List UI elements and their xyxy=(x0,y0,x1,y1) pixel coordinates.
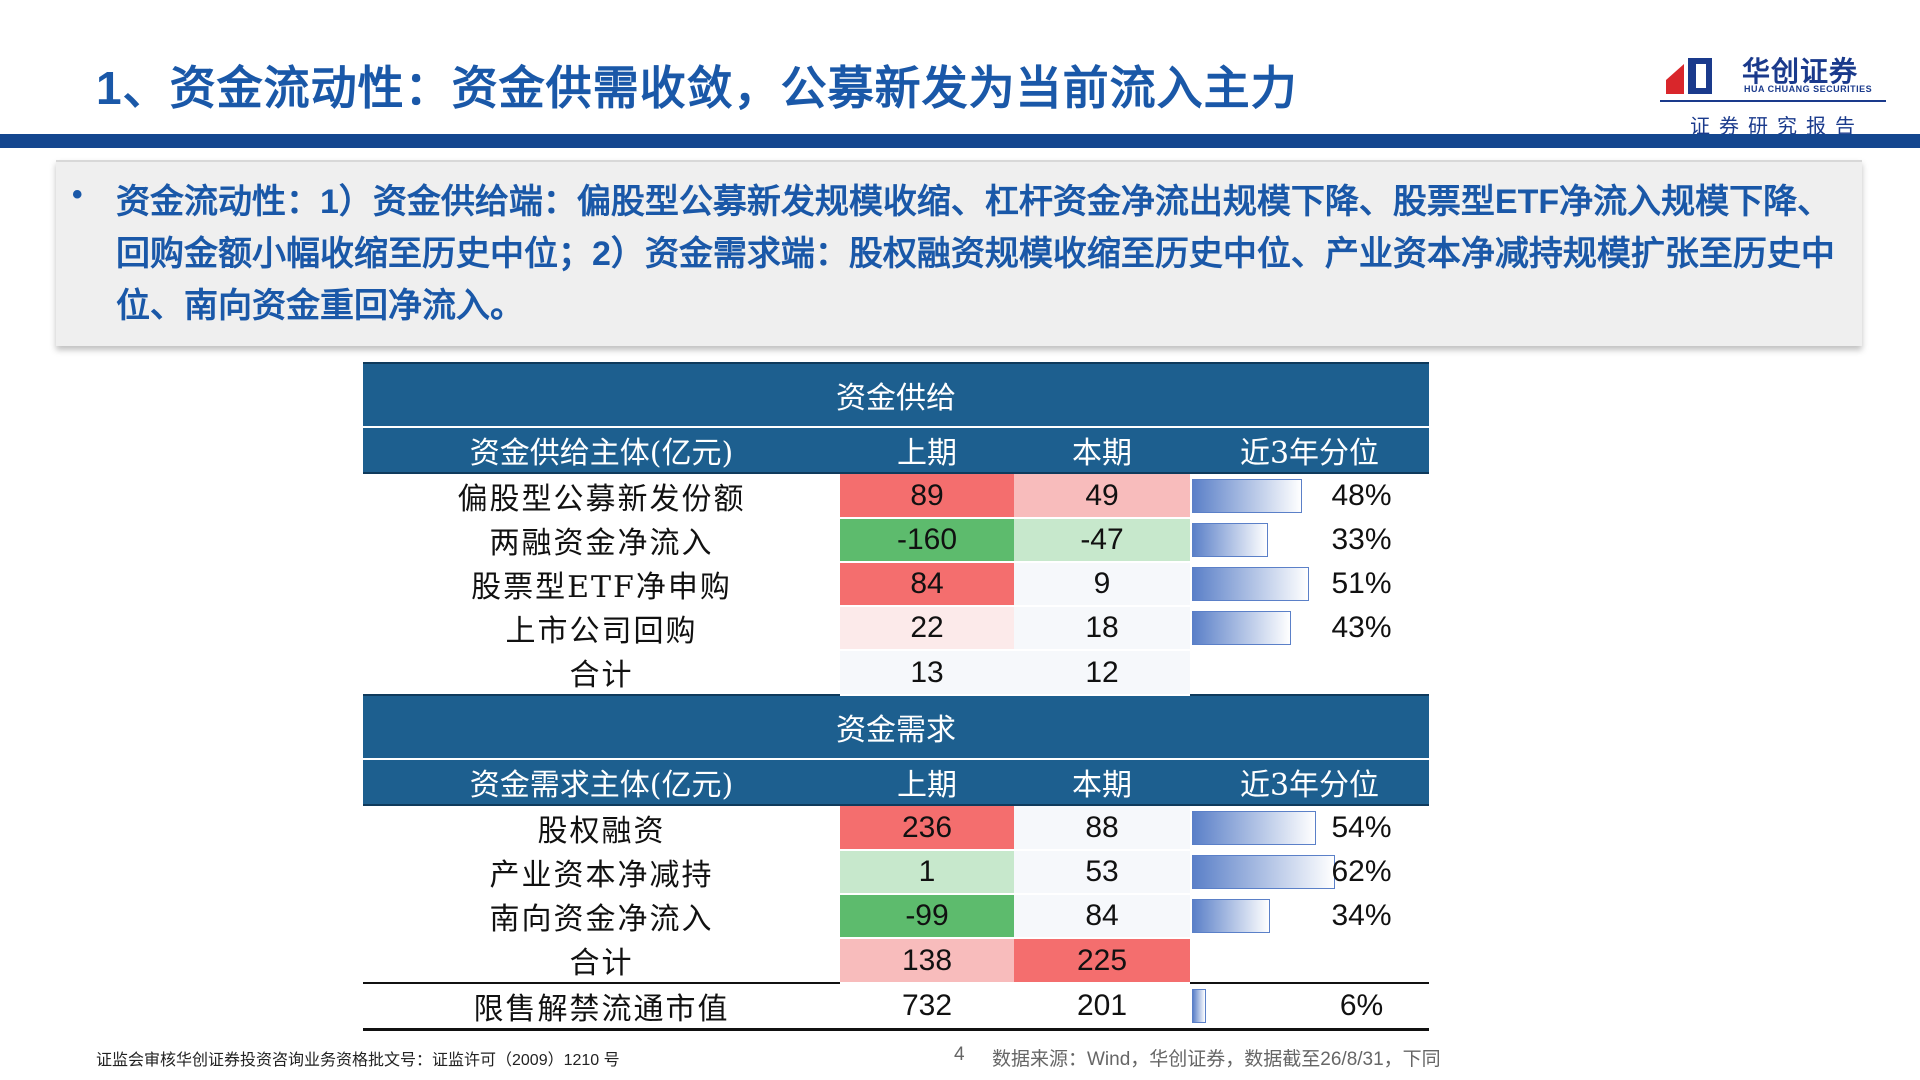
demand-header-prev: 上期 xyxy=(840,758,1014,806)
unlock-label: 限售解禁流通市值 xyxy=(363,982,840,1031)
demand-row-prev: 138 xyxy=(840,938,1014,984)
demand-row-prev: -99 xyxy=(840,894,1014,939)
supply-row-label: 偏股型公募新发份额 xyxy=(457,482,746,517)
supply-row-curr: 12 xyxy=(1014,650,1190,696)
supply-row-curr: 9 xyxy=(1014,562,1190,607)
huachuang-logo-icon xyxy=(1666,58,1712,94)
supply-row-pct: 48% xyxy=(1190,473,1429,518)
demand-row: 南向资金净流入 -99 84 34% xyxy=(363,894,1429,939)
supply-row-label: 合计 xyxy=(569,658,634,693)
supply-header-pct: 近3年分位 xyxy=(1190,426,1429,474)
unlock-curr: 201 xyxy=(1014,982,1190,1031)
percentile-bar xyxy=(1192,611,1291,645)
percentile-bar xyxy=(1192,989,1206,1023)
percentile-bar xyxy=(1192,899,1270,933)
unlock-row: 限售解禁流通市值 732 201 6% xyxy=(363,982,1429,1031)
demand-header-entity: 资金需求主体(亿元) xyxy=(363,758,840,806)
supply-row-prev: 22 xyxy=(840,606,1014,651)
demand-row-curr: 53 xyxy=(1014,850,1190,895)
demand-row-pct: 54% xyxy=(1190,805,1429,850)
supply-row-pct: 43% xyxy=(1190,606,1429,650)
fund-table: 资金供给 资金供给主体(亿元) 上期 本期 近3年分位 偏股型公募新发份额 89 4… xyxy=(363,362,1429,1031)
supply-row-pct xyxy=(1190,650,1429,695)
unlock-pct: 6% xyxy=(1190,982,1429,1031)
page-number: 4 xyxy=(954,1044,965,1065)
footer-source: 数据来源：Wind，华创证券，数据截至26/8/31，下同 xyxy=(992,1049,1441,1070)
demand-row-pct-text: 62% xyxy=(1331,855,1392,888)
demand-row-curr: 225 xyxy=(1014,938,1190,984)
logo-divider xyxy=(1660,100,1886,102)
demand-row-prev: 1 xyxy=(840,850,1014,895)
supply-row-label: 股票型ETF净申购 xyxy=(471,570,732,605)
supply-row-pct-text: 51% xyxy=(1331,567,1392,600)
supply-header-entity: 资金供给主体(亿元) xyxy=(363,426,840,474)
demand-row: 股权融资 236 88 54% xyxy=(363,805,1429,851)
demand-row: 产业资本净减持 1 53 62% xyxy=(363,850,1429,895)
supply-row-pct: 51% xyxy=(1190,562,1429,606)
logo-name: 华创证券 xyxy=(1742,56,1859,87)
supply-section-title: 资金供给 xyxy=(363,362,1429,427)
demand-row-curr: 84 xyxy=(1014,894,1190,939)
demand-row-pct xyxy=(1190,938,1429,983)
demand-header-pct: 近3年分位 xyxy=(1190,758,1429,806)
supply-row-pct-text: 48% xyxy=(1331,479,1392,512)
supply-row: 偏股型公募新发份额 89 49 48% xyxy=(363,473,1429,519)
footer-license: 证监会审核华创证券投资咨询业务资格批文号：证监许可（2009）1210 号 xyxy=(96,1052,620,1069)
demand-row-label: 股权融资 xyxy=(537,814,666,849)
supply-row-curr: 49 xyxy=(1014,473,1190,519)
supply-row-label: 两融资金净流入 xyxy=(489,526,714,561)
supply-row-prev: 13 xyxy=(840,650,1014,696)
supply-header-prev: 上期 xyxy=(840,426,1014,474)
unlock-prev: 732 xyxy=(840,982,1014,1031)
supply-row-curr: 18 xyxy=(1014,606,1190,651)
demand-header-curr: 本期 xyxy=(1014,758,1190,806)
supply-row: 合计 13 12 xyxy=(363,650,1429,696)
supply-row: 上市公司回购 22 18 43% xyxy=(363,606,1429,651)
summary-text: 资金流动性：1）资金供给端：偏股型公募新发规模收缩、杠杆资金净流出规模下降、股票… xyxy=(116,183,1835,325)
supply-row-pct: 33% xyxy=(1190,518,1429,562)
demand-row-pct: 34% xyxy=(1190,894,1429,938)
demand-row-pct-text: 34% xyxy=(1331,899,1392,932)
demand-row-label: 产业资本净减持 xyxy=(489,858,714,893)
percentile-bar xyxy=(1192,479,1302,513)
summary-bullet: • xyxy=(72,178,83,211)
supply-row: 股票型ETF净申购 84 9 51% xyxy=(363,562,1429,607)
percentile-bar xyxy=(1192,855,1335,889)
demand-row-label: 南向资金净流入 xyxy=(489,902,714,937)
percentile-bar xyxy=(1192,567,1309,601)
demand-row-pct: 62% xyxy=(1190,850,1429,894)
supply-row-prev: -160 xyxy=(840,518,1014,563)
supply-row-prev: 89 xyxy=(840,473,1014,519)
percentile-bar xyxy=(1192,811,1316,845)
supply-row-pct-text: 33% xyxy=(1331,523,1392,556)
logo-subtitle: HUA CHUANG SECURITIES xyxy=(1744,84,1873,94)
summary-box xyxy=(56,160,1862,346)
demand-row-pct-text: 54% xyxy=(1331,811,1392,844)
demand-header-row: 资金需求主体(亿元) 上期 本期 近3年分位 xyxy=(363,758,1429,806)
title-bar xyxy=(0,134,1920,148)
unlock-pct-text: 6% xyxy=(1339,989,1384,1022)
supply-row-curr: -47 xyxy=(1014,518,1190,563)
demand-row: 合计 138 225 xyxy=(363,938,1429,984)
demand-row-prev: 236 xyxy=(840,805,1014,851)
supply-row: 两融资金净流入 -160 -47 33% xyxy=(363,518,1429,563)
supply-header-curr: 本期 xyxy=(1014,426,1190,474)
demand-row-curr: 88 xyxy=(1014,805,1190,851)
supply-header-row: 资金供给主体(亿元) 上期 本期 近3年分位 xyxy=(363,426,1429,474)
supply-row-label: 上市公司回购 xyxy=(505,614,698,649)
supply-row-pct-text: 43% xyxy=(1331,611,1392,644)
page-title: 1、资金流动性：资金供需收敛，公募新发为当前流入主力 xyxy=(96,62,1298,114)
demand-row-label: 合计 xyxy=(569,946,634,981)
percentile-bar xyxy=(1192,523,1268,557)
supply-row-prev: 84 xyxy=(840,562,1014,607)
demand-section-title: 资金需求 xyxy=(363,694,1429,759)
